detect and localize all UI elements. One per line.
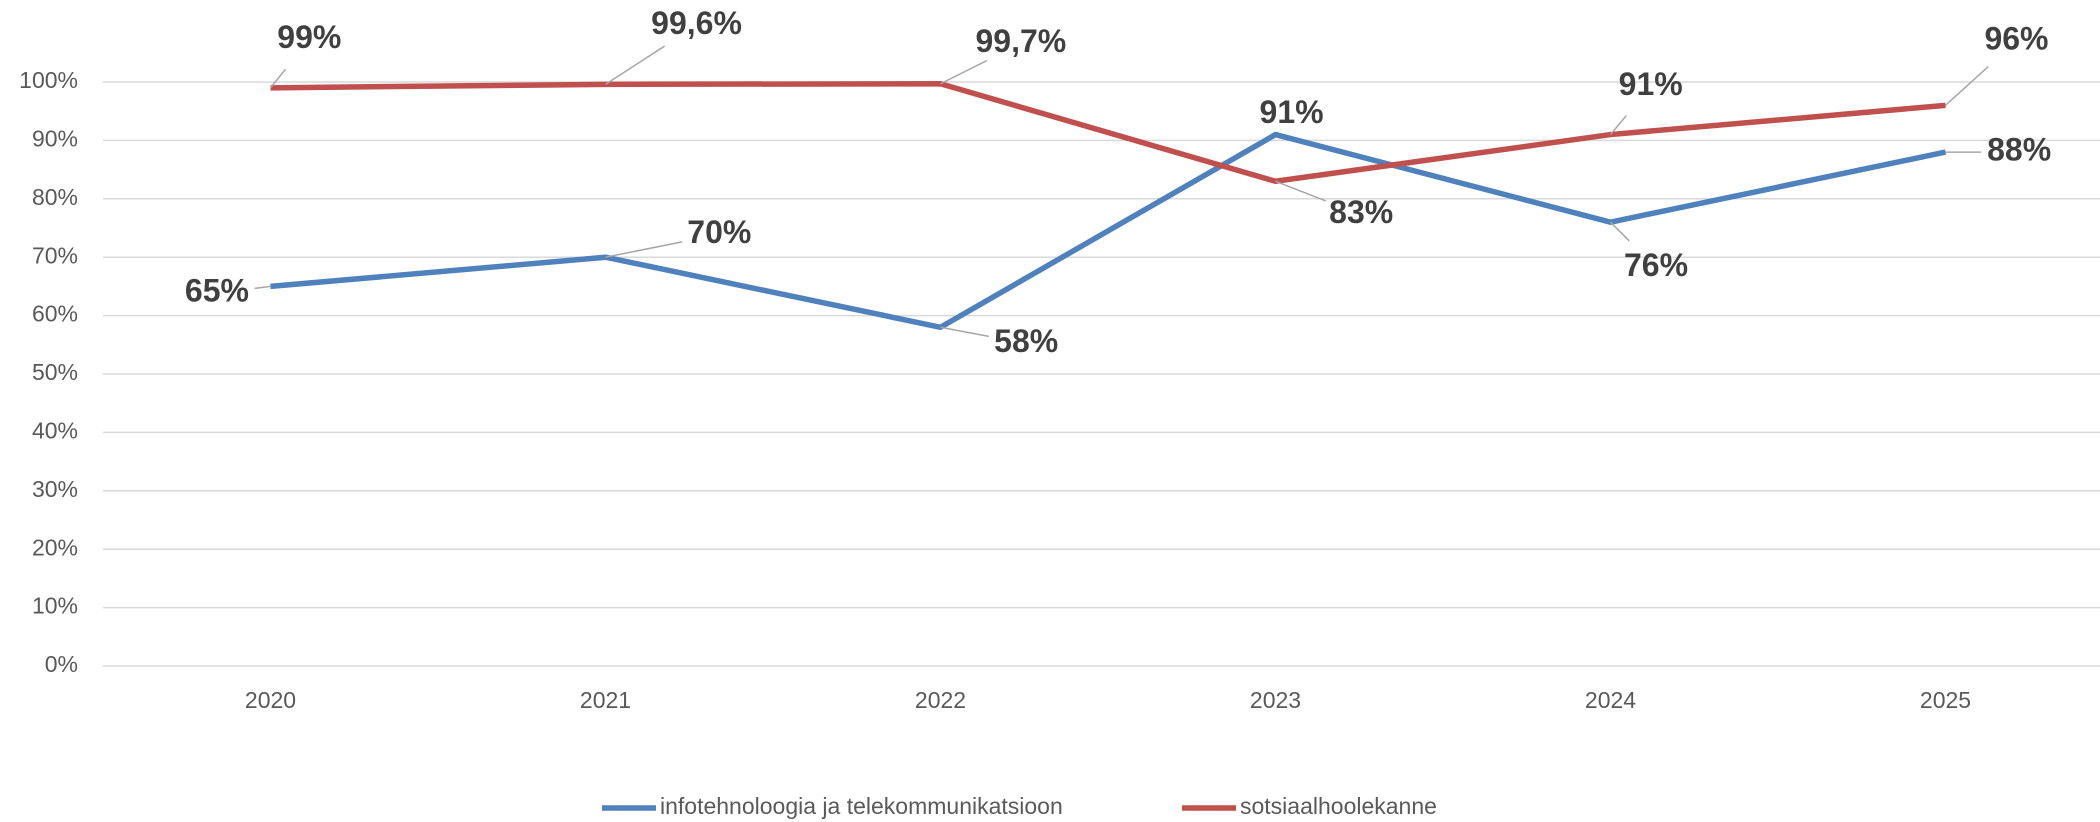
- data-label: 76%: [1624, 247, 1688, 283]
- y-tick-label: 80%: [32, 184, 78, 210]
- data-label: 99,7%: [975, 23, 1066, 59]
- y-tick-label: 60%: [32, 301, 78, 327]
- leader-line: [605, 45, 666, 85]
- leader-line: [269, 68, 287, 89]
- leader-line: [940, 59, 988, 85]
- data-label: 70%: [687, 214, 751, 250]
- data-label: 58%: [994, 323, 1058, 359]
- leader-line: [254, 285, 271, 290]
- leader-line: [1944, 66, 1989, 106]
- y-tick-label: 0%: [45, 651, 78, 677]
- data-label: 65%: [185, 273, 249, 309]
- x-tick-label: 2021: [580, 687, 631, 713]
- data-label: 99%: [277, 19, 341, 55]
- y-tick-label: 90%: [32, 125, 78, 151]
- y-tick-label: 100%: [19, 67, 78, 93]
- y-tick-label: 50%: [32, 359, 78, 385]
- x-tick-label: 2022: [915, 687, 966, 713]
- leader-line: [605, 241, 683, 258]
- leader-line: [1609, 221, 1630, 242]
- x-tick-label: 2025: [1920, 687, 1971, 713]
- leader-line: [940, 326, 989, 338]
- data-label: 99,6%: [651, 5, 742, 41]
- data-label: 83%: [1329, 194, 1393, 230]
- y-tick-label: 40%: [32, 417, 78, 443]
- leader-line: [1609, 115, 1627, 136]
- line-series: [270, 131, 1947, 331]
- data-label: 88%: [1987, 132, 2051, 168]
- line-series: [270, 81, 1946, 185]
- data-label: 96%: [1984, 21, 2048, 57]
- data-label: 91%: [1260, 94, 1324, 130]
- data-label: 91%: [1619, 66, 1683, 102]
- legend-label: sotsiaalhoolekanne: [1240, 793, 1437, 819]
- y-tick-label: 30%: [32, 476, 78, 502]
- y-tick-label: 20%: [32, 534, 78, 560]
- x-tick-label: 2023: [1250, 687, 1301, 713]
- legend-label: infotehnoloogia ja telekommunikatsioon: [660, 793, 1063, 819]
- x-tick-label: 2024: [1585, 687, 1636, 713]
- y-tick-label: 70%: [32, 242, 78, 268]
- leader-line: [1275, 180, 1327, 202]
- y-tick-label: 10%: [32, 593, 78, 619]
- x-tick-label: 2020: [245, 687, 296, 713]
